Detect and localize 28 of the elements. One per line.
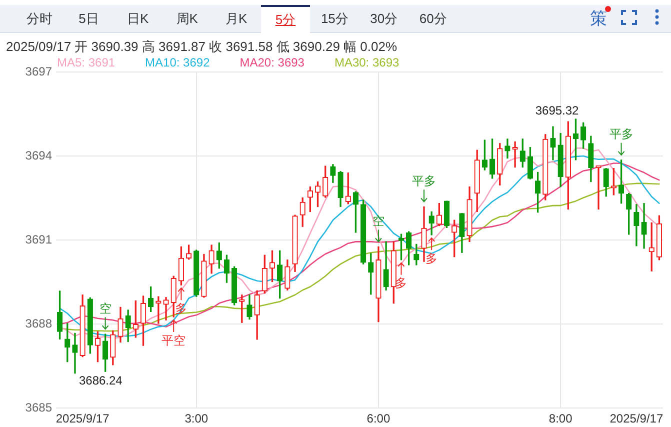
x-tick-label: 2025/9/17 (56, 412, 110, 426)
x-tick-label: 2025/9/17 (610, 412, 664, 426)
annotation: 平多 (412, 174, 436, 188)
x-tick-label: 8:00 (548, 412, 573, 426)
annotation: 3686.24 (78, 374, 123, 388)
x-tick-label: 3:00 (184, 412, 208, 426)
y-tick-label: 3685 (25, 400, 52, 414)
text: MA30: 3693 (334, 55, 400, 70)
text: MA20: 3693 (240, 55, 305, 70)
tab: 5分 (261, 5, 310, 33)
annotation: 平空 (162, 333, 186, 348)
y-tick-label: 3697 (25, 64, 52, 78)
annotation: 空 (99, 301, 112, 316)
annotation: 平多 (609, 127, 634, 142)
text: 2025/09/17 开 3690.39 高 3691.87 收 3691.58 低 3690.29 幅 0.02% (6, 39, 398, 55)
y-tick-label: 3691 (25, 232, 52, 246)
annotation: 3695.32 (535, 103, 580, 118)
candlestick (156, 296, 162, 324)
text: 策 (590, 9, 607, 29)
y-tick-label: 3694 (25, 148, 52, 162)
text: MA10: 3692 (145, 55, 210, 70)
annotation: 多 (426, 251, 438, 266)
annotation: 空 (372, 214, 384, 228)
text: MA5: 3691 (57, 55, 116, 70)
x-tick-label: 6:00 (366, 412, 390, 426)
candlestick (72, 332, 78, 374)
candlestick (163, 297, 169, 320)
y-tick-label: 3688 (25, 316, 52, 330)
